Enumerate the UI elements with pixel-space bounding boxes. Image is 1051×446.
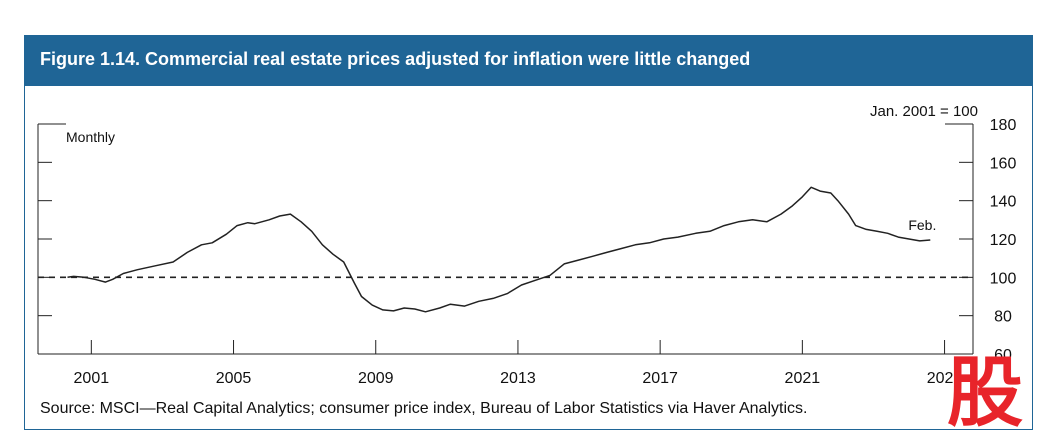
frequency-note: Monthly bbox=[66, 129, 115, 145]
y-tick-label: 160 bbox=[990, 155, 1017, 172]
y-tick-label: 140 bbox=[990, 194, 1017, 211]
y-tick-label: 120 bbox=[990, 232, 1017, 249]
source-note: Source: MSCI—Real Capital Analytics; con… bbox=[40, 400, 808, 417]
y-tick-label: 180 bbox=[990, 117, 1017, 134]
watermark-badge: 股 bbox=[947, 355, 1023, 427]
series-line bbox=[67, 186, 931, 313]
x-tick-label: 2009 bbox=[358, 370, 394, 387]
unit-note: Jan. 2001 = 100 bbox=[870, 103, 978, 120]
y-tick-label: 80 bbox=[994, 309, 1012, 326]
x-tick-label: 2017 bbox=[642, 370, 678, 387]
figure-title: Figure 1.14. Commercial real estate pric… bbox=[40, 49, 751, 69]
x-tick-label: 2005 bbox=[216, 370, 252, 387]
badge-glyph: 股 bbox=[947, 355, 1023, 427]
x-tick-label: 2001 bbox=[74, 370, 110, 387]
y-tick-label: 100 bbox=[990, 270, 1017, 287]
figure-frame: Figure 1.14. Commercial real estate pric… bbox=[24, 35, 1033, 430]
x-tick-label: 2013 bbox=[500, 370, 536, 387]
x-tick-label: 2021 bbox=[785, 370, 821, 387]
figure-title-bar: Figure 1.14. Commercial real estate pric… bbox=[25, 36, 1032, 86]
end-annotation: Feb. bbox=[908, 217, 936, 233]
y-tick-label: 60 bbox=[994, 347, 1012, 364]
x-tick-label: 2025 bbox=[927, 370, 963, 387]
